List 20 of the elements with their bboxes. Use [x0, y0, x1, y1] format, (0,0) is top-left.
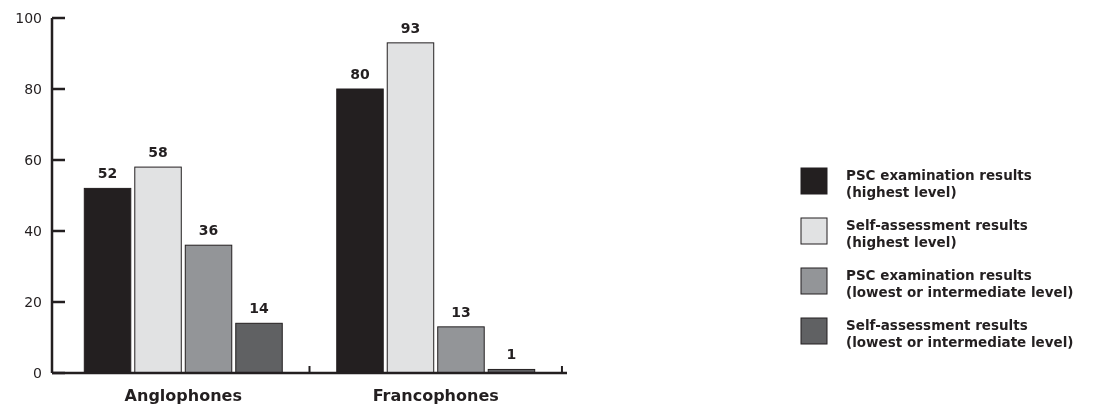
x-tick-label: Francophones	[372, 386, 499, 405]
y-tick-label: 0	[33, 364, 42, 381]
data-label: 52	[97, 165, 118, 182]
data-label: 1	[506, 346, 517, 363]
data-label: 13	[451, 303, 471, 320]
legend-label: Self-assessment results (lowest or intermediate level)	[846, 317, 1074, 350]
y-tick-label: 100	[15, 9, 42, 26]
data-label: 80	[350, 66, 370, 82]
y-tick-label: 80	[24, 80, 42, 97]
data-label: 14	[249, 300, 270, 317]
data-label: 93	[400, 19, 421, 36]
legend-label: PSC examination results (highest level)	[846, 167, 1032, 200]
data-label: 36	[198, 222, 219, 239]
y-tick-label: 60	[24, 151, 42, 168]
data-label: 58	[148, 144, 168, 161]
x-tick-label: Anglophones	[124, 386, 242, 405]
legend-label: PSC examination results (lowest or intermediate level)	[846, 267, 1074, 300]
legend-label: Self-assessment results (highest level)	[846, 217, 1028, 250]
y-tick-label: 20	[24, 293, 42, 310]
y-tick-label: 40	[24, 222, 42, 239]
